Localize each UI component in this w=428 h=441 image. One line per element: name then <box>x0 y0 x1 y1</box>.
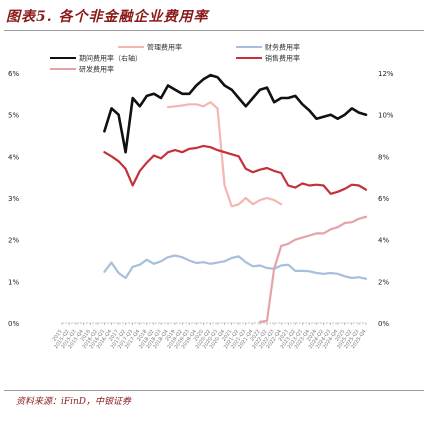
left-tick-label: 6% <box>8 70 19 78</box>
source-rule <box>4 390 424 391</box>
series-line-4 <box>258 215 368 323</box>
left-tick-label: 3% <box>8 195 19 203</box>
right-tick-label: 2% <box>378 278 389 286</box>
right-tick-label: 8% <box>378 153 389 161</box>
left-tick-label: 4% <box>8 153 19 161</box>
legend-label: 财务费用率 <box>265 43 300 52</box>
right-axis-ticks: 0% 2% 4% 6% 8% 10% 12% <box>378 70 394 328</box>
right-tick-label: 10% <box>378 112 394 120</box>
series-line-2 <box>103 73 368 154</box>
left-axis-ticks: 0% 1% 2% 3% 4% 5% 6% <box>8 70 19 328</box>
source-note: 资料来源：iFinD，中银证券 <box>16 397 132 407</box>
left-tick-label: 2% <box>8 237 19 245</box>
left-tick-label: 0% <box>8 320 19 328</box>
right-tick-label: 0% <box>378 320 389 328</box>
x-axis: 20152015-Q22015-Q32015-Q420162016-Q22016… <box>51 322 368 350</box>
title-rule <box>4 30 424 31</box>
left-tick-label: 1% <box>8 278 19 286</box>
series-line-3 <box>103 144 368 195</box>
legend-label: 研发费用率 <box>79 65 114 74</box>
left-tick-label: 5% <box>8 112 19 120</box>
right-tick-label: 6% <box>378 195 389 203</box>
legend-label: 管理费用率 <box>147 43 182 52</box>
legend-label: 销售费用率 <box>265 54 300 63</box>
right-tick-label: 12% <box>378 70 394 78</box>
right-tick-label: 4% <box>378 237 389 245</box>
legend-label: 期间费用率（右轴） <box>79 54 142 63</box>
series-lines <box>103 73 368 323</box>
chart-title: 图表5. 各个非金融企业费用率 <box>6 9 209 25</box>
series-line-1 <box>103 254 368 280</box>
series-line-0 <box>166 101 283 208</box>
